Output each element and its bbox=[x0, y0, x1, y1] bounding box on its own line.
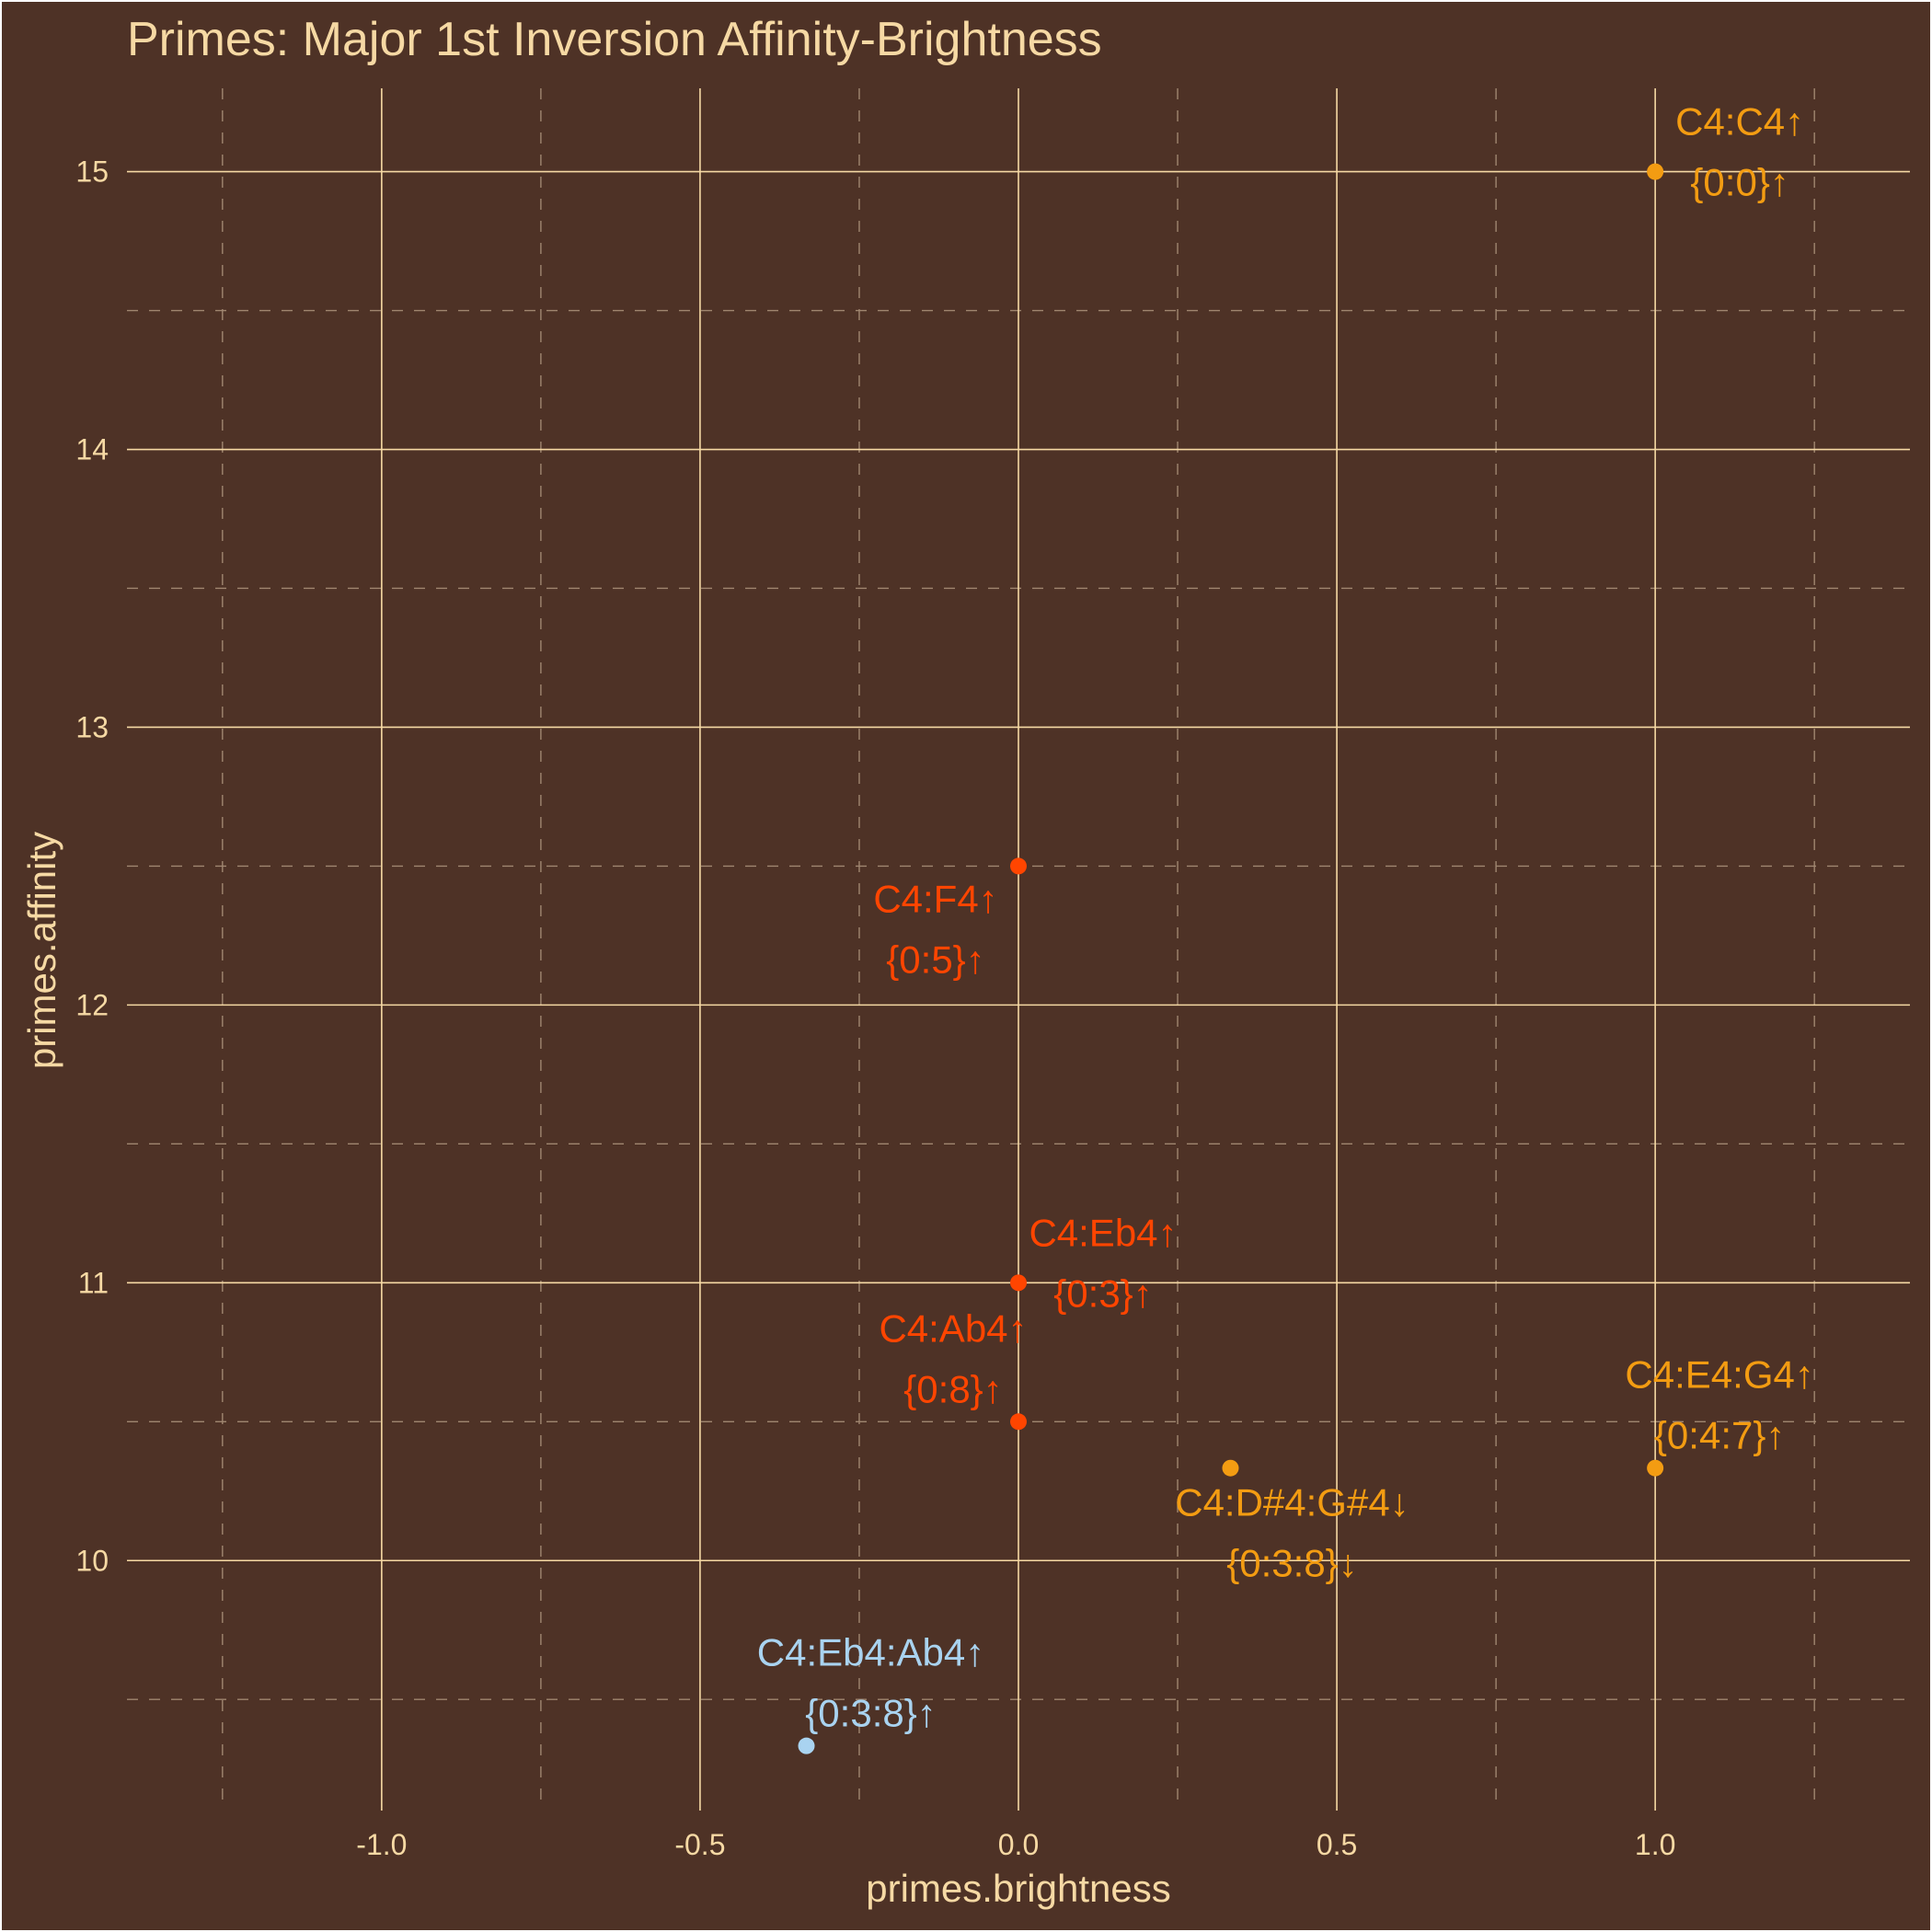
point-label-chord: C4:F4↑ bbox=[873, 877, 997, 920]
x-tick-label: 0.0 bbox=[998, 1828, 1039, 1861]
y-tick-label: 15 bbox=[75, 155, 109, 189]
point-label-chord: C4:Eb4:Ab4↑ bbox=[757, 1631, 985, 1674]
y-tick-label: 13 bbox=[75, 710, 109, 743]
data-point bbox=[1010, 857, 1027, 875]
point-label-chord: C4:C4↑ bbox=[1675, 100, 1804, 144]
data-point bbox=[1010, 1274, 1027, 1292]
y-axis-label: primes.affinity bbox=[20, 832, 63, 1069]
point-label-pitch-classes: {0:3}↑ bbox=[1053, 1271, 1152, 1315]
data-points bbox=[798, 163, 1664, 1754]
y-tick-label: 12 bbox=[75, 988, 109, 1021]
x-axis-label: primes.brightness bbox=[866, 1867, 1170, 1910]
point-label-pitch-classes: {0:4:7}↑ bbox=[1654, 1414, 1785, 1457]
x-tick-label: 1.0 bbox=[1635, 1828, 1675, 1861]
x-tick-label: 0.5 bbox=[1317, 1828, 1357, 1861]
point-label-chord: C4:Eb4↑ bbox=[1029, 1211, 1177, 1254]
point-label-chord: C4:E4:G4↑ bbox=[1625, 1353, 1813, 1397]
chart-title: Primes: Major 1st Inversion Affinity-Bri… bbox=[127, 13, 1102, 66]
point-label-chord: C4:D#4:G#4↓ bbox=[1175, 1481, 1409, 1524]
data-point bbox=[1647, 163, 1664, 180]
point-labels: C4:C4↑ {0:0}↑ C4:F4↑ {0:5}↑ C4:Eb4↑ {0:3}↑ C4:… bbox=[757, 100, 1814, 1735]
y-tick-label: 14 bbox=[75, 433, 109, 466]
data-point bbox=[1010, 1413, 1027, 1431]
x-tick-label: -0.5 bbox=[674, 1828, 725, 1861]
point-label-pitch-classes: {0:3:8}↑ bbox=[805, 1692, 936, 1735]
y-tick-label: 11 bbox=[78, 1266, 109, 1299]
data-point bbox=[1222, 1459, 1239, 1477]
point-label-pitch-classes: {0:3:8}↓ bbox=[1226, 1542, 1357, 1585]
data-point bbox=[798, 1737, 815, 1754]
y-tick-label: 10 bbox=[75, 1544, 109, 1577]
data-point bbox=[1647, 1459, 1664, 1477]
tick-labels: -1.0 -0.5 0.0 0.5 1.0 10 11 12 13 14 15 bbox=[75, 155, 1675, 1861]
point-label-pitch-classes: {0:8}↑ bbox=[903, 1367, 1002, 1410]
point-label-chord: C4:Ab4↑ bbox=[879, 1306, 1027, 1350]
point-label-pitch-classes: {0:5}↑ bbox=[886, 937, 984, 981]
x-tick-label: -1.0 bbox=[356, 1828, 407, 1861]
point-label-pitch-classes: {0:0}↑ bbox=[1690, 161, 1788, 204]
